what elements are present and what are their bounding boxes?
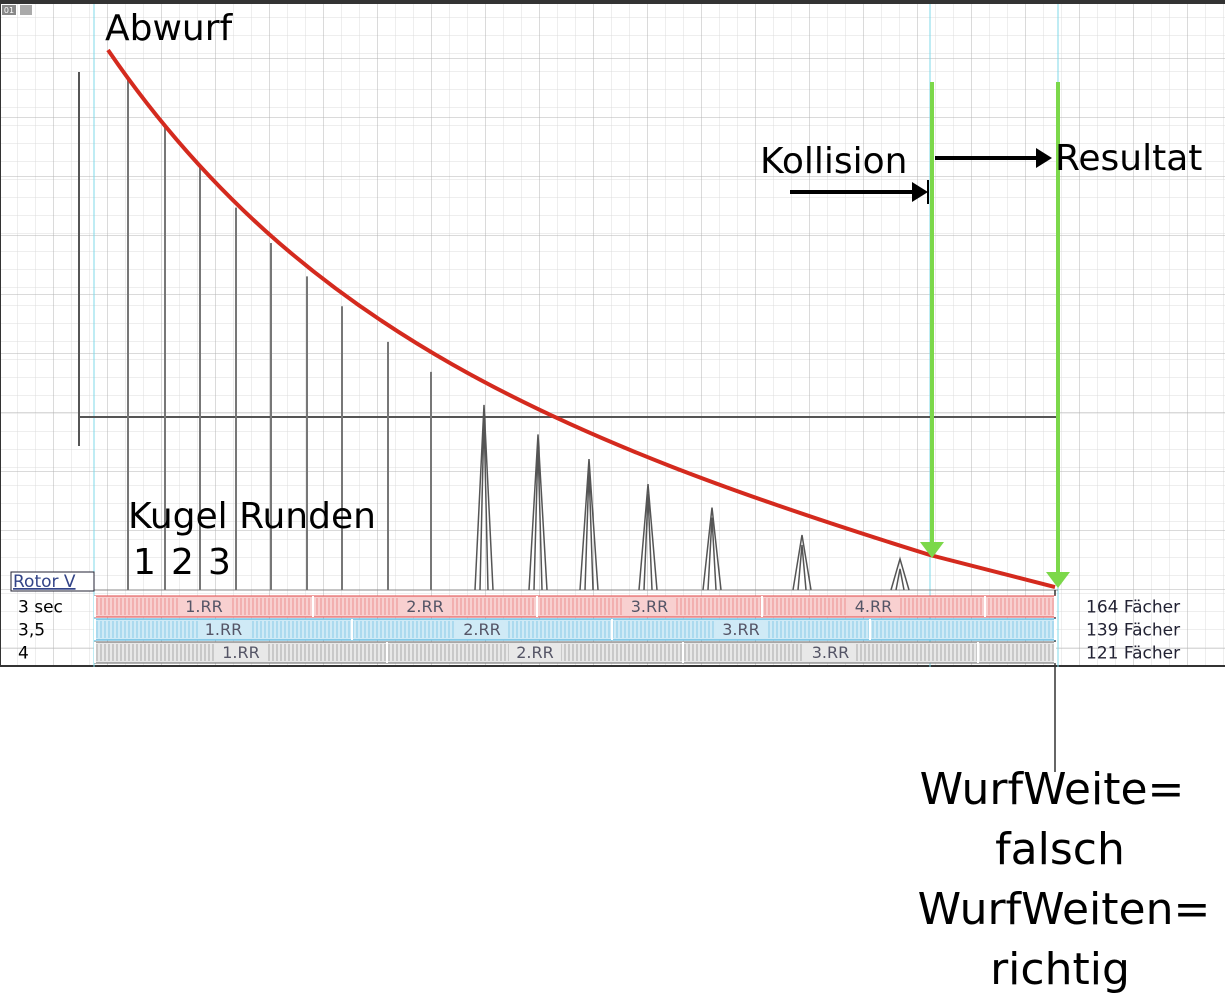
round-label: 2.RR — [463, 620, 501, 639]
row-label: 4 — [18, 644, 29, 664]
round-bg — [509, 644, 561, 661]
rotor-box — [10, 571, 95, 592]
label: Abwurf — [105, 8, 234, 49]
label: Kollision — [760, 141, 907, 182]
row-count: 139 Fächer — [1086, 621, 1180, 641]
note: falsch — [995, 824, 1125, 875]
round-bg — [456, 621, 508, 638]
marker — [1046, 572, 1070, 588]
spike — [528, 434, 548, 591]
top-bar — [0, 0, 1225, 4]
spike — [579, 459, 599, 591]
round-bg — [197, 621, 250, 638]
round-bg — [623, 598, 676, 615]
spike — [792, 534, 812, 591]
label: Kugel Runden — [128, 496, 376, 537]
round-bg — [804, 644, 857, 661]
round-label: 1.RR — [222, 643, 260, 662]
note: WurfWeite= — [920, 764, 1185, 815]
round-bg — [215, 644, 267, 661]
grid-major — [0, 0, 1225, 667]
label: Rotor V — [13, 572, 76, 592]
round-bg — [715, 621, 767, 638]
digit: 1 — [133, 542, 156, 583]
marker — [920, 542, 944, 558]
arrow-head — [1036, 148, 1052, 168]
spike — [638, 484, 658, 591]
round-label: 1.RR — [205, 620, 243, 639]
row-bar — [94, 595, 1056, 618]
round-label: 2.RR — [406, 597, 444, 616]
round-bg — [847, 598, 900, 615]
spike — [474, 404, 494, 591]
spike — [890, 556, 910, 591]
arrow-head — [912, 182, 928, 202]
round-label: 1.RR — [185, 597, 223, 616]
round-bg — [178, 598, 230, 615]
spike — [702, 507, 722, 591]
note: richtig — [990, 944, 1130, 995]
row-label: 3 sec — [18, 598, 63, 618]
row-count: 121 Fächer — [1086, 644, 1180, 664]
badge-icon — [20, 5, 32, 15]
round-label: 3.RR — [722, 620, 760, 639]
digit: 2 — [171, 542, 194, 583]
badge-text: 01 — [4, 6, 14, 15]
round-label: 4.RR — [855, 597, 893, 616]
drops — [127, 77, 910, 591]
note: WurfWeiten= — [918, 884, 1211, 935]
round-label: 3.RR — [631, 597, 669, 616]
round-bg — [399, 598, 451, 615]
badge — [2, 5, 16, 15]
row-label: 3,5 — [18, 621, 45, 641]
curve — [106, 48, 1056, 589]
round-label: 2.RR — [516, 643, 554, 662]
round-label: 3.RR — [812, 643, 850, 662]
label: Resultat — [1055, 138, 1202, 179]
row-count: 164 Fächer — [1086, 598, 1180, 618]
digit: 3 — [208, 542, 231, 583]
